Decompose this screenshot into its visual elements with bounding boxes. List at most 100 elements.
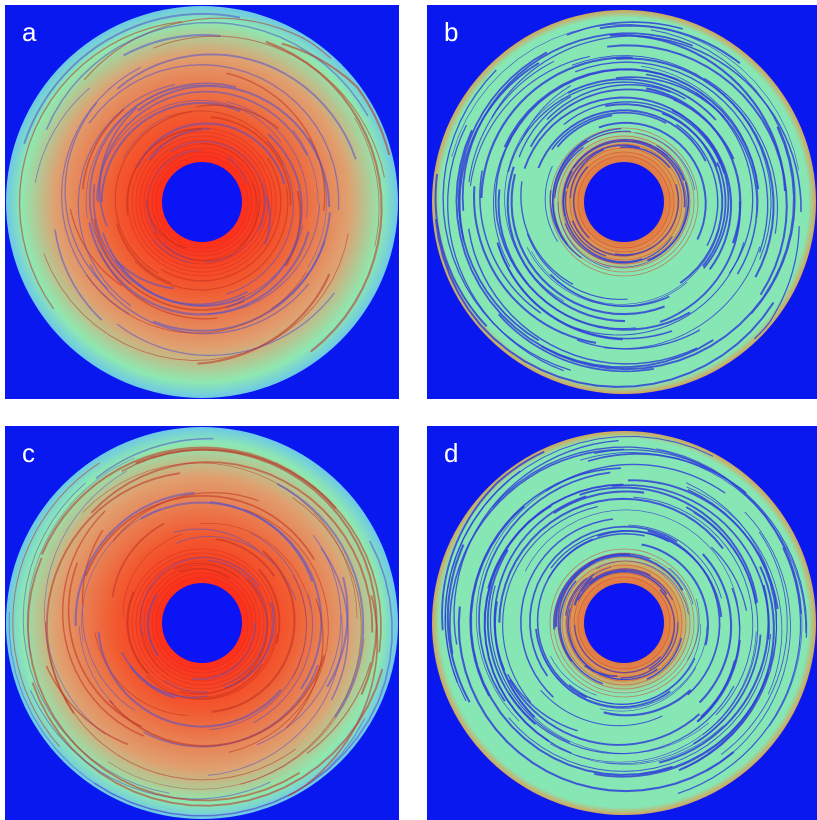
contour-line	[453, 439, 619, 645]
contour-line	[616, 57, 775, 278]
contour-line	[457, 606, 735, 793]
contour-line	[615, 76, 725, 119]
contour-line	[544, 165, 559, 242]
contour-line	[563, 101, 725, 174]
contour-line	[85, 85, 216, 219]
contour-line	[81, 108, 125, 190]
contour-line	[686, 486, 783, 695]
contour-line	[88, 82, 237, 285]
inner-ring	[151, 572, 253, 674]
contour-line	[555, 554, 684, 627]
inner-ring	[573, 151, 675, 253]
contour-line	[520, 518, 614, 698]
inner-ring	[147, 568, 257, 678]
inner-ring	[569, 568, 679, 678]
vortex-field-a	[6, 6, 398, 398]
vortex-field-d	[432, 431, 816, 815]
contour-line	[753, 226, 800, 340]
contour-line	[97, 90, 308, 203]
contour-line	[147, 149, 201, 234]
contour-line	[518, 95, 572, 158]
contour-line	[677, 547, 802, 794]
contour-line	[587, 453, 747, 494]
contour-line	[497, 189, 691, 331]
panel-a: a	[5, 5, 399, 399]
contour-line	[546, 83, 671, 121]
inner-ring	[577, 576, 671, 670]
inner-ring	[135, 135, 269, 269]
contour-line	[123, 34, 221, 57]
contour-line	[64, 102, 109, 290]
contour-line	[287, 595, 379, 797]
contour-line	[136, 122, 286, 185]
contour-line	[502, 506, 598, 703]
contour-line	[549, 190, 582, 259]
contour-line	[121, 448, 382, 653]
contour-line	[537, 109, 707, 169]
contour-line	[491, 35, 653, 118]
contour-line	[69, 208, 123, 287]
contour-line	[434, 173, 488, 327]
contour-line	[74, 491, 195, 627]
contour-line	[659, 201, 741, 323]
contour-line	[579, 486, 759, 603]
contour-line	[252, 593, 314, 724]
contour-line	[115, 259, 175, 290]
contour-line	[441, 450, 545, 631]
contour-line	[225, 140, 294, 295]
contour-line	[668, 567, 694, 605]
contour-line	[596, 560, 689, 615]
contour-line	[693, 634, 762, 745]
central-hole	[162, 162, 242, 242]
contour-line	[646, 637, 683, 680]
contour-line	[122, 533, 183, 618]
contour-line	[541, 126, 796, 371]
contour-line	[567, 608, 658, 681]
contour-line	[77, 83, 176, 307]
contour-line	[702, 162, 727, 267]
contour-line	[480, 56, 633, 199]
contour-line	[599, 667, 697, 712]
contour-line	[494, 68, 679, 284]
contour-line	[577, 570, 668, 601]
contour-line	[562, 170, 643, 263]
inner-ring	[561, 560, 687, 686]
inner-ring	[549, 127, 699, 277]
inner-ring	[135, 556, 269, 690]
contour-line	[555, 242, 745, 336]
contour-line	[88, 222, 310, 316]
contour-line	[444, 435, 714, 702]
contour-line	[520, 181, 574, 285]
contour-line	[54, 229, 103, 321]
contour-line	[553, 490, 645, 514]
inner-ring	[565, 143, 683, 261]
contour-line	[27, 457, 135, 657]
contour-line	[457, 51, 548, 342]
contour-line	[307, 138, 327, 269]
contour-line	[276, 483, 365, 718]
contour-line	[612, 484, 770, 640]
contour-line	[574, 61, 769, 253]
contour-line	[646, 181, 690, 262]
contour-line	[458, 62, 540, 240]
contour-line	[93, 218, 245, 311]
contour-line	[529, 525, 678, 677]
contour-line	[491, 446, 802, 614]
contour-line	[647, 530, 721, 696]
contour-line	[567, 78, 717, 121]
contour-line	[641, 543, 709, 646]
contour-line	[257, 568, 281, 644]
contour-line	[281, 42, 391, 156]
contour-line	[497, 313, 654, 373]
contour-line	[78, 626, 115, 705]
panel-c: c	[5, 426, 399, 820]
contour-line	[551, 139, 588, 246]
contour-line	[605, 103, 724, 284]
contour-line	[498, 497, 724, 623]
contour-line	[479, 170, 542, 314]
contour-line	[620, 146, 671, 169]
contour-line	[34, 87, 91, 183]
contour-line	[211, 116, 292, 206]
contour-line	[535, 628, 671, 709]
contour-line	[196, 104, 279, 130]
